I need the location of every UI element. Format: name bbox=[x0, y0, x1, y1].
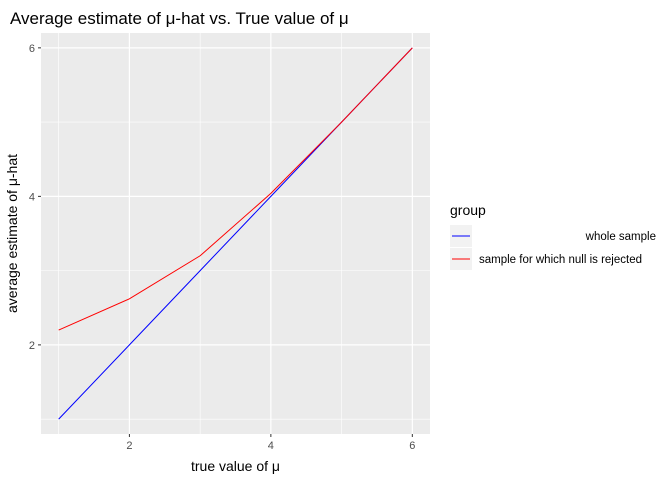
x-axis-title: true value of μ bbox=[191, 458, 280, 474]
axis-ticks bbox=[38, 47, 413, 437]
y-tick-label: 4 bbox=[29, 191, 35, 203]
y-axis-title: average estimate of μ-hat bbox=[4, 154, 20, 313]
chart-title: Average estimate of μ-hat vs. True value… bbox=[10, 9, 349, 28]
legend-item-null-rejected: sample for which null is rejected bbox=[450, 248, 642, 270]
series-line-null-rejected bbox=[58, 47, 413, 331]
y-tick-label: 6 bbox=[29, 43, 35, 55]
legend-title: group bbox=[450, 202, 486, 218]
y-tick-label: 2 bbox=[29, 340, 35, 352]
legend-label-whole-sample: whole sample bbox=[585, 231, 656, 243]
grid-major bbox=[41, 33, 430, 434]
x-tick-label: 6 bbox=[409, 440, 415, 452]
series-layer bbox=[58, 47, 413, 420]
x-tick-label: 4 bbox=[268, 440, 274, 452]
grid-minor bbox=[41, 33, 430, 434]
legend: group whole sample sample for which null… bbox=[450, 202, 656, 270]
x-tick-label: 2 bbox=[126, 440, 132, 452]
legend-label-null-rejected: sample for which null is rejected bbox=[479, 254, 642, 266]
legend-item-whole-sample: whole sample bbox=[450, 225, 656, 247]
axis-tick-labels: 2 4 6 2 4 6 bbox=[29, 43, 416, 452]
